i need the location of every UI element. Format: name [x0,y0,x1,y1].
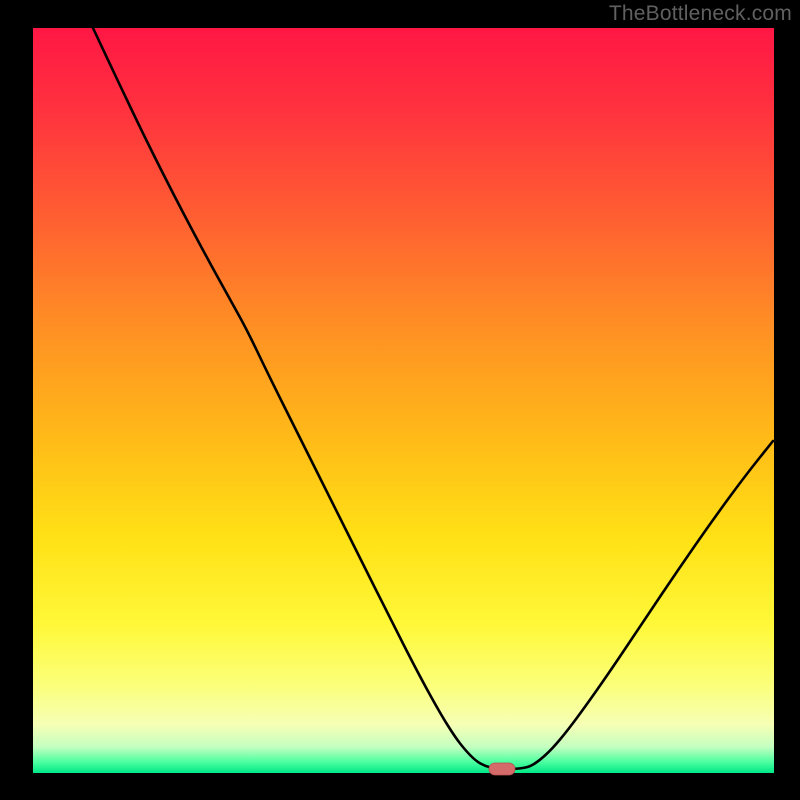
bottleneck-chart [0,0,800,800]
optimum-marker [489,763,515,775]
chart-frame: TheBottleneck.com [0,0,800,800]
plot-background [33,28,774,773]
watermark-text: TheBottleneck.com [609,2,792,26]
